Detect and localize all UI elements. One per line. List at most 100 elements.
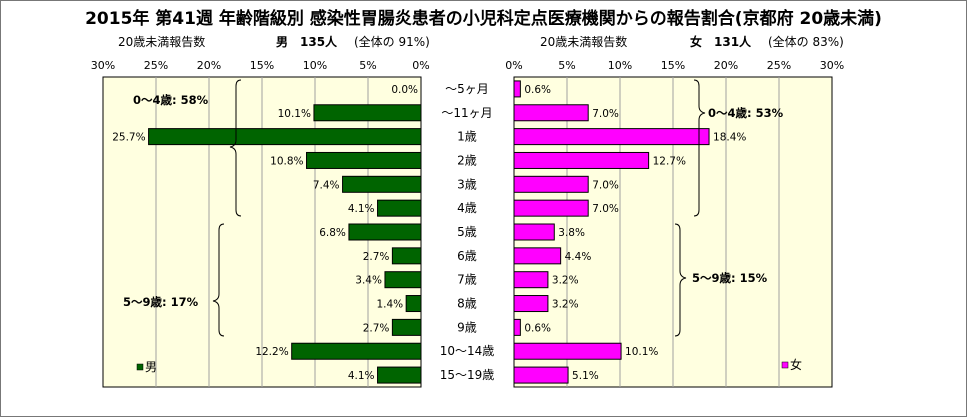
category-label: 8歳 xyxy=(457,297,477,311)
female-bar xyxy=(513,318,521,336)
left-sub-label: 20歳未満報告数 xyxy=(118,35,206,49)
male-bar xyxy=(384,271,422,289)
left-brace-0-4 xyxy=(229,79,242,217)
female-bar xyxy=(513,223,555,241)
male-value-label: 6.8% xyxy=(319,227,346,239)
right-ratio: (全体の 83%) xyxy=(768,35,844,49)
left-brace-5-9 xyxy=(212,223,225,337)
male-bar xyxy=(405,295,422,313)
category-label: 9歳 xyxy=(457,320,477,334)
female-value-label: 5.1% xyxy=(572,370,599,382)
left-tick-label: 5% xyxy=(359,59,376,72)
category-labels: ～5ヶ月 ～11ヶ月 1歳 2歳 3歳 4歳 5歳 6歳 7歳 8歳 9歳 10～14歳 15～19歳 xyxy=(440,82,495,382)
right-brace-0-4 xyxy=(693,79,706,217)
chart-title: 2015年 第41週 年齢階級別 感染性胃腸炎患者の小児科定点医療機関からの報告… xyxy=(85,9,882,29)
female-bar xyxy=(513,271,549,289)
male-value-label: 1.4% xyxy=(376,299,403,311)
left-count: 135人 xyxy=(300,35,338,49)
female-value-label: 18.4% xyxy=(713,132,746,144)
right-tick-label: 30% xyxy=(820,59,844,72)
male-value-label: 7.4% xyxy=(313,179,340,191)
male-bar xyxy=(377,366,422,384)
female-bar xyxy=(513,80,521,98)
left-group-0-4: 0～4歳: 58% xyxy=(133,93,209,107)
male-bar xyxy=(348,223,422,241)
left-tick-label: 25% xyxy=(144,59,168,72)
right-tick-label: 20% xyxy=(714,59,738,72)
right-tick-label: 10% xyxy=(608,59,632,72)
female-bar xyxy=(513,175,589,193)
left-tick-label: 20% xyxy=(197,59,221,72)
category-label: 1歳 xyxy=(457,130,477,144)
female-value-label: 0.6% xyxy=(524,84,551,96)
axis-ticks: 0% 0% 5% 5% 10% 10% 15% 15% 20% 20% 25% 25% 30% 30% xyxy=(91,59,844,72)
female-value-label: 4.4% xyxy=(565,251,592,263)
category-label: 15～19歳 xyxy=(440,368,495,382)
right-brace-5-9 xyxy=(674,223,687,337)
female-value-label: 0.6% xyxy=(524,322,551,334)
right-tick-label: 25% xyxy=(767,59,791,72)
male-bar xyxy=(391,318,422,336)
male-bar xyxy=(342,175,422,193)
female-value-label: 7.0% xyxy=(592,179,619,191)
male-bar xyxy=(148,128,422,146)
left-sex-label: 男 xyxy=(276,35,289,49)
legend-female-swatch xyxy=(781,361,789,369)
female-bar xyxy=(513,247,562,265)
female-bar xyxy=(513,199,589,217)
male-bar xyxy=(377,199,422,217)
male-value-label: 3.4% xyxy=(355,275,382,287)
female-value-label: 3.2% xyxy=(552,299,579,311)
female-bar xyxy=(513,104,589,122)
female-value-label: 3.8% xyxy=(558,227,585,239)
female-bar xyxy=(513,342,622,360)
left-tick-label: 0% xyxy=(412,59,429,72)
left-tick-label: 15% xyxy=(250,59,274,72)
female-bar xyxy=(513,128,710,146)
legend-male-swatch xyxy=(136,363,144,371)
male-value-label: 2.7% xyxy=(363,251,390,263)
male-value-label: 0.0% xyxy=(391,84,418,96)
male-value-label: 25.7% xyxy=(112,132,145,144)
male-value-label: 12.2% xyxy=(255,346,288,358)
female-value-label: 3.2% xyxy=(552,275,579,287)
right-sub-label: 20歳未満報告数 xyxy=(540,35,628,49)
left-tick-label: 10% xyxy=(303,59,327,72)
category-label: ～11ヶ月 xyxy=(441,106,492,120)
male-bar xyxy=(291,342,422,360)
male-value-label: 10.8% xyxy=(270,155,303,167)
female-bar xyxy=(513,366,569,384)
category-label: 3歳 xyxy=(457,177,477,191)
legend-male-label: 男 xyxy=(145,360,157,374)
female-value-label: 10.1% xyxy=(625,346,658,358)
right-group-5-9: 5～9歳: 15% xyxy=(692,271,768,285)
category-label: 6歳 xyxy=(457,249,477,263)
category-label: ～5ヶ月 xyxy=(445,82,489,96)
category-label: 5歳 xyxy=(457,225,477,239)
left-ratio: (全体の 91%) xyxy=(354,35,430,49)
male-value-label: 4.1% xyxy=(348,370,375,382)
right-sex-label: 女 xyxy=(690,35,703,49)
right-tick-label: 5% xyxy=(558,59,575,72)
right-group-0-4: 0～4歳: 53% xyxy=(708,106,784,120)
legend-female-label: 女 xyxy=(790,357,802,372)
male-value-label: 2.7% xyxy=(363,322,390,334)
right-tick-label: 0% xyxy=(505,59,522,72)
right-count: 131人 xyxy=(714,35,752,49)
female-value-label: 12.7% xyxy=(653,155,686,167)
category-label: 7歳 xyxy=(457,273,477,287)
category-label: 10～14歳 xyxy=(440,344,495,358)
left-tick-label: 30% xyxy=(91,59,115,72)
female-value-label: 7.0% xyxy=(592,203,619,215)
male-value-label: 4.1% xyxy=(348,203,375,215)
male-value-label: 10.1% xyxy=(278,108,311,120)
left-group-5-9: 5～9歳: 17% xyxy=(123,295,199,309)
male-bar xyxy=(391,247,422,265)
female-value-label: 7.0% xyxy=(592,108,619,120)
female-bar xyxy=(513,295,549,313)
male-bar xyxy=(306,151,422,169)
right-tick-label: 15% xyxy=(661,59,685,72)
category-label: 2歳 xyxy=(457,153,477,167)
category-label: 4歳 xyxy=(457,201,477,215)
